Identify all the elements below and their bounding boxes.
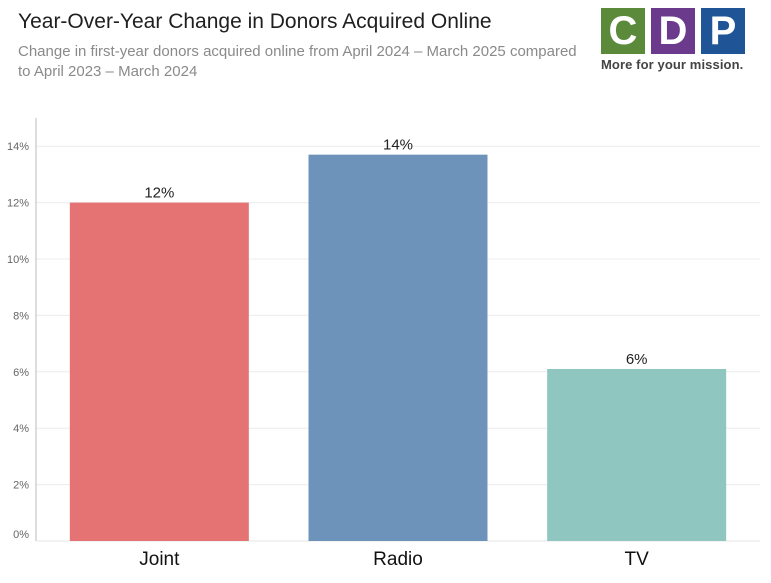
logo-letter-c: C xyxy=(601,8,645,54)
category-label-radio: Radio xyxy=(373,549,423,570)
y-tick-label: 12% xyxy=(7,198,29,210)
category-label-joint: Joint xyxy=(139,549,180,570)
chart-subtitle: Change in first-year donors acquired onl… xyxy=(18,43,577,80)
data-label-joint: 12% xyxy=(144,185,174,202)
logo-letter-d: D xyxy=(651,8,695,54)
bar-joint xyxy=(69,202,249,541)
category-labels: Joint Radio TV xyxy=(139,549,649,570)
y-tick-label: 14% xyxy=(7,141,29,153)
y-tick-label: 4% xyxy=(13,423,29,435)
y-tick-label: 2% xyxy=(13,480,29,492)
logo-tagline: More for your mission. xyxy=(601,57,744,72)
cdp-logo: C D P More for your mission. xyxy=(601,8,757,74)
y-tick-label: 6% xyxy=(13,367,29,379)
y-tick-label: 10% xyxy=(7,254,29,266)
logo-letter-p: P xyxy=(701,8,745,54)
logo-letters: C D P xyxy=(601,8,757,54)
bar-tv xyxy=(547,368,727,541)
y-tick-label: 0% xyxy=(13,529,29,541)
bar-radio xyxy=(308,154,488,541)
category-label-tv: TV xyxy=(625,549,650,570)
y-axis-ticks: 0% 2% 4% 6% 8% 10% 12% 14% xyxy=(7,141,29,541)
data-label-radio: 14% xyxy=(383,137,413,154)
bars xyxy=(69,154,727,541)
data-labels: 12% 14% 6% xyxy=(144,137,647,368)
y-tick-label: 8% xyxy=(13,310,29,322)
data-label-tv: 6% xyxy=(626,351,648,368)
chart-title: Year-Over-Year Change in Donors Acquired… xyxy=(18,10,492,33)
